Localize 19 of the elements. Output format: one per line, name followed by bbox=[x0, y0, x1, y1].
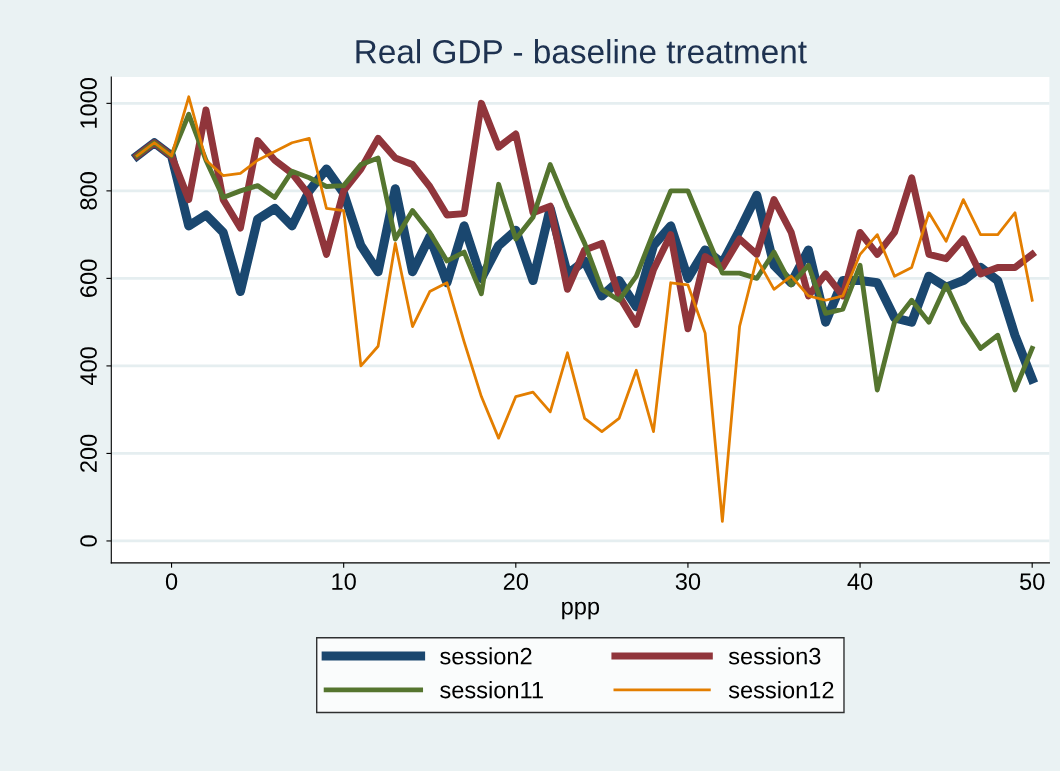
x-tick-label: 30 bbox=[675, 573, 701, 590]
legend-label: session2 bbox=[440, 647, 532, 665]
legend-label: session12 bbox=[728, 681, 834, 699]
x-tick-label: 0 bbox=[165, 573, 178, 590]
x-tick-label: 40 bbox=[847, 573, 873, 590]
x-tick-label: 10 bbox=[332, 573, 356, 590]
legend-label: session11 bbox=[440, 681, 543, 699]
x-axis-title: ppp bbox=[562, 601, 600, 620]
x-tick-label: 20 bbox=[503, 573, 529, 590]
y-tick-label: 0 bbox=[80, 535, 97, 547]
chart-title: Real GDP - baseline treatment bbox=[356, 39, 807, 64]
y-tick-label: 1000 bbox=[80, 78, 97, 128]
x-tick-label: 50 bbox=[1020, 573, 1045, 590]
y-tick-label: 800 bbox=[80, 172, 97, 210]
y-tick-label: 200 bbox=[80, 434, 97, 472]
line-series bbox=[135, 95, 1034, 523]
legend-label: session3 bbox=[728, 647, 821, 665]
y-tick-label: 600 bbox=[80, 259, 97, 297]
y-tick-label: 400 bbox=[80, 347, 97, 386]
